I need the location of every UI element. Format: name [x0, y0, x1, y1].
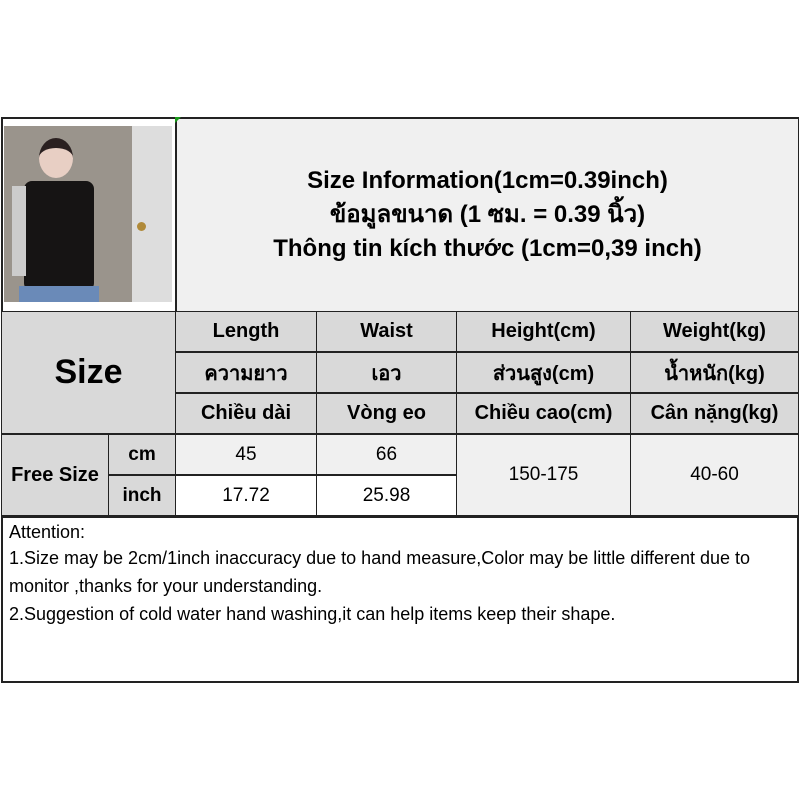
jeans	[19, 286, 99, 302]
size-header: Size	[1, 311, 176, 434]
col-weight-th: น้ำหนัก(kg)	[630, 352, 799, 393]
waist-inch: 25.98	[316, 475, 457, 516]
col-waist-en: Waist	[316, 311, 457, 352]
attention-note-2: 2.Suggestion of cold water hand washing,…	[9, 604, 616, 624]
title-thai: ข้อมูลขนาด (1 ซม. = 0.39 นิ้ว)	[329, 201, 646, 228]
col-height-vi: Chiều cao(cm)	[456, 393, 631, 434]
col-waist-vi: Vòng eo	[316, 393, 457, 434]
attention-notes: Attention: 1.Size may be 2cm/1inch inacc…	[1, 516, 799, 683]
col-height-th: ส่วนสูง(cm)	[456, 352, 631, 393]
col-weight-vi: Cân nặng(kg)	[630, 393, 799, 434]
header-title-block: Size Information(1cm=0.39inch) ข้อมูลขนา…	[175, 119, 798, 311]
waist-cm: 66	[316, 434, 457, 475]
product-photo	[4, 126, 172, 302]
door	[132, 126, 172, 302]
col-weight-en: Weight(kg)	[630, 311, 799, 352]
row-free-size: Free Size	[1, 434, 109, 516]
length-inch: 17.72	[175, 475, 317, 516]
door-knob	[137, 222, 146, 231]
title-english: Size Information(1cm=0.39inch)	[307, 167, 668, 194]
height-range: 150-175	[456, 434, 631, 516]
length-cm: 45	[175, 434, 317, 475]
black-top	[24, 181, 94, 291]
col-length-vi: Chiều dài	[175, 393, 317, 434]
model-head	[39, 138, 73, 178]
col-length-en: Length	[175, 311, 317, 352]
col-waist-th: เอว	[316, 352, 457, 393]
attention-title: Attention:	[9, 522, 86, 542]
col-height-en: Height(cm)	[456, 311, 631, 352]
title-vietnamese: Thông tin kích thước (1cm=0,39 inch)	[273, 235, 702, 262]
col-length-th: ความยาว	[175, 352, 317, 393]
unit-cm: cm	[108, 434, 176, 475]
unit-inch: inch	[108, 475, 176, 516]
corner-marker	[175, 117, 181, 123]
weight-range: 40-60	[630, 434, 799, 516]
bag	[12, 186, 26, 276]
attention-note-1: 1.Size may be 2cm/1inch inaccuracy due t…	[9, 548, 751, 596]
